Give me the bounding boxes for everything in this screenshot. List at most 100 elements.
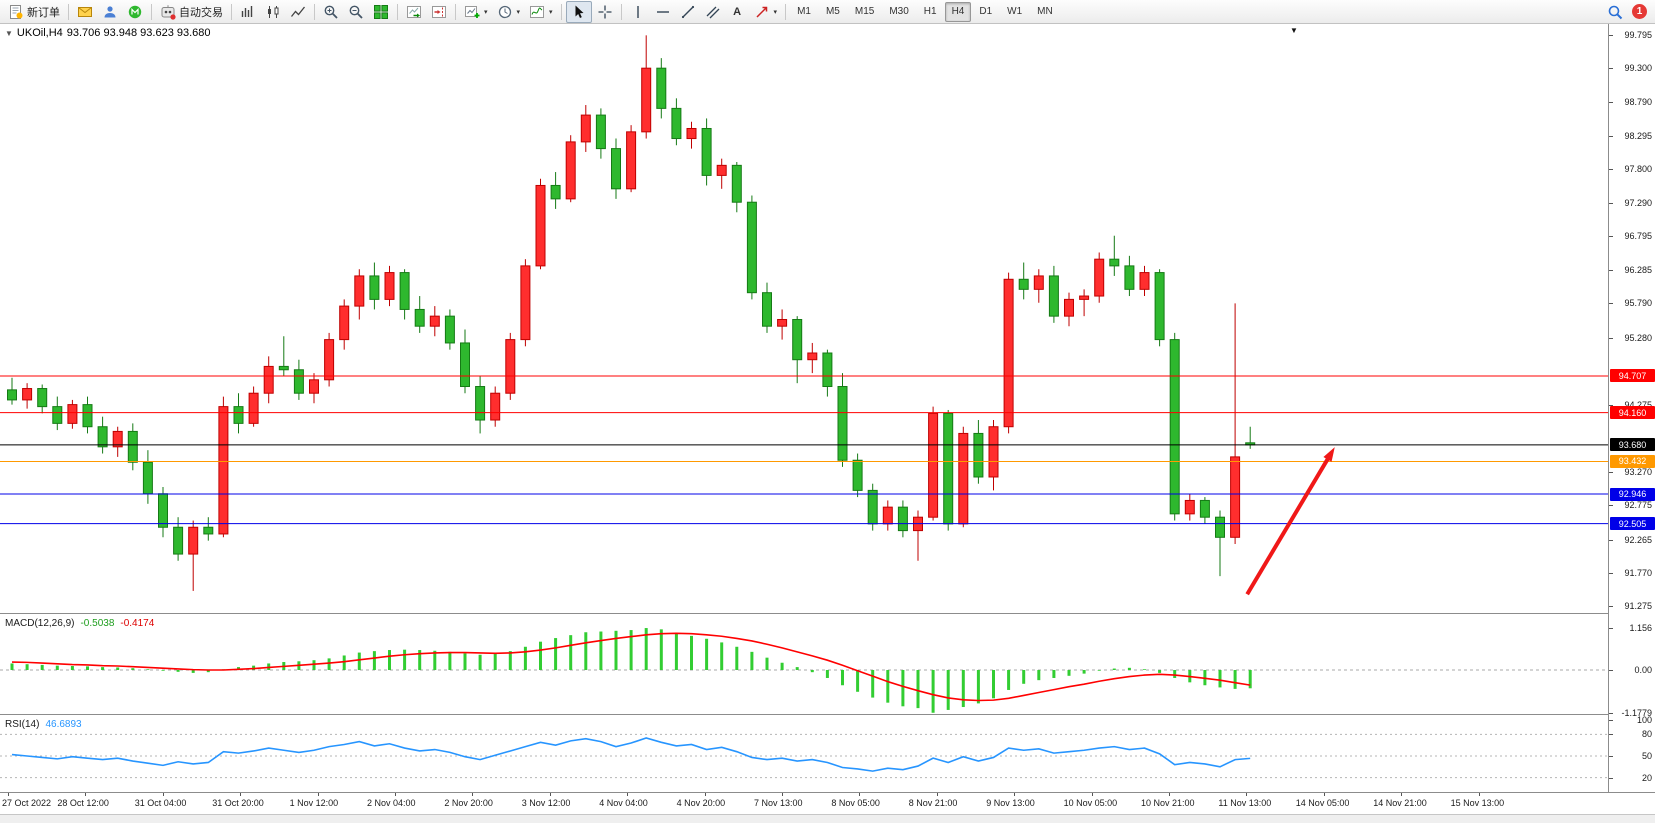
macd-tick-mark [1609, 670, 1613, 671]
time-tick-mark [936, 792, 938, 796]
candle-body [248, 392, 259, 424]
candle-body [943, 412, 954, 525]
autotrading-label: 自动交易 [179, 6, 223, 19]
candle-body [656, 67, 667, 109]
timeframe-mn[interactable]: MN [1037, 5, 1053, 17]
zoom-in-button[interactable] [319, 2, 343, 22]
crosshair-icon [598, 5, 612, 18]
bar-chart-button[interactable] [236, 2, 260, 22]
rsi-tick-mark [1609, 720, 1613, 721]
tile-windows-button[interactable] [369, 2, 393, 22]
candle-body [158, 493, 168, 528]
price-tick-mark [1609, 303, 1613, 305]
macd-histogram [10, 628, 1252, 713]
toolbar-separator [455, 3, 456, 20]
mailbox-button[interactable] [73, 2, 97, 22]
time-label: 10 Nov 21:00 [1141, 798, 1195, 808]
candle-body [309, 379, 319, 394]
candle-body [444, 315, 455, 344]
candle-body [188, 526, 199, 555]
auto-scroll-button[interactable] [402, 2, 426, 22]
time-tick-mark [859, 792, 861, 796]
price-tick-mark [1609, 606, 1613, 607]
price-tick-label: 94.275 [1624, 399, 1652, 410]
zoom-out-icon [349, 5, 363, 19]
crosshair-tool-button[interactable] [593, 2, 617, 22]
bar-chart-icon [241, 5, 253, 17]
periods-button[interactable]: ▾ [493, 2, 525, 22]
panel-separator[interactable] [0, 714, 1655, 715]
chevron-down-icon: ▾ [484, 8, 488, 16]
toolbar-separator [314, 3, 315, 20]
chart-title: ▼ UKOil,H4 93.706 93.948 93.623 93.680 [5, 27, 211, 39]
candle-body [1048, 275, 1059, 317]
rsi-axis-label: 20 [1641, 772, 1652, 783]
search-button[interactable] [1603, 2, 1627, 22]
community-button[interactable] [98, 2, 122, 22]
time-label: 4 Nov 20:00 [676, 798, 726, 808]
candlestick-chart-button[interactable] [261, 2, 285, 22]
price-tick-label: 93.270 [1624, 467, 1652, 478]
timeframe-m1[interactable]: M1 [797, 5, 811, 17]
price-chart[interactable] [0, 24, 1608, 613]
toolbar-overflow-icon[interactable]: ▼ [1290, 26, 1298, 35]
channel-tool-button[interactable] [701, 2, 725, 22]
time-label: 3 Nov 12:00 [521, 798, 571, 808]
macd-tick-mark [1609, 712, 1613, 714]
new-order-button[interactable]: 新订单 [4, 2, 64, 22]
price-tick-label: 97.800 [1624, 163, 1652, 174]
indicator-list-icon [530, 5, 545, 18]
timeframe-m15[interactable]: M15 [854, 5, 875, 17]
price-axis[interactable]: 99.795 99.300 98.790 98.295 97.800 97.290 96.7… [1608, 24, 1655, 792]
rsi-line [11, 737, 1251, 772]
timeframe-w1[interactable]: W1 [1007, 5, 1023, 17]
time-label: 14 Nov 05:00 [1295, 798, 1350, 808]
zoom-out-button[interactable] [344, 2, 368, 22]
time-label: 31 Oct 04:00 [134, 798, 187, 808]
time-label: 2 Nov 04:00 [367, 798, 416, 808]
toolbar-separator [560, 3, 562, 20]
mql5-button[interactable] [123, 2, 147, 22]
candle-body [852, 459, 863, 491]
price-tick-label: 97.290 [1624, 197, 1652, 208]
notification-badge[interactable]: 1 [1632, 4, 1647, 19]
timeframe-m5[interactable]: M5 [825, 5, 840, 17]
price-tick-label: 92.775 [1624, 500, 1652, 511]
candle-body [777, 318, 788, 327]
vertical-line-icon [636, 5, 639, 18]
rsi-panel[interactable] [0, 716, 1608, 792]
trend-arrow[interactable] [1245, 453, 1333, 596]
panel-separator[interactable] [0, 613, 1655, 614]
text-tool-button[interactable]: A [726, 2, 749, 22]
candle-body [762, 292, 772, 327]
timeframe-h1[interactable]: H1 [923, 5, 937, 17]
new-chart-button[interactable]: ▾ [460, 2, 492, 22]
chart-shift-button[interactable] [427, 2, 451, 22]
time-tick-mark [240, 792, 242, 796]
autotrading-button[interactable]: 自动交易 [156, 2, 227, 22]
chevron-down-icon: ▾ [773, 8, 778, 16]
candle-body [671, 107, 682, 140]
cursor-tool-button[interactable] [565, 0, 592, 23]
indicators-button[interactable]: ▾ [525, 2, 557, 22]
time-axis[interactable]: 27 Oct 2022 28 Oct 12:00 31 Oct 04:00 31 Oc… [0, 792, 1655, 814]
candle-body [339, 305, 350, 341]
price-badge-93.680: 93.680 [1610, 438, 1655, 452]
text-tool-icon: A [733, 5, 742, 18]
macd-panel[interactable] [0, 615, 1608, 713]
price-tick-mark [1609, 404, 1613, 406]
timeframe-m30[interactable]: M30 [889, 5, 909, 17]
arrows-tool-button[interactable]: ▾ [750, 2, 782, 22]
vertical-line-tool-button[interactable] [626, 2, 650, 22]
price-tick-mark [1609, 236, 1613, 238]
trendline-tool-button[interactable] [676, 2, 700, 22]
timeframe-d1[interactable]: D1 [979, 5, 993, 17]
autotrading-icon [161, 4, 176, 20]
horizontal-line-tool-button[interactable] [651, 2, 675, 22]
candle-body [52, 406, 63, 424]
toolbar-separator [68, 3, 69, 20]
line-chart-button[interactable] [286, 2, 310, 22]
timeframe-h4[interactable]: H4 [944, 1, 972, 22]
collapse-icon[interactable]: ▼ [5, 28, 13, 38]
macd-name: MACD(12,26,9) [5, 618, 75, 629]
